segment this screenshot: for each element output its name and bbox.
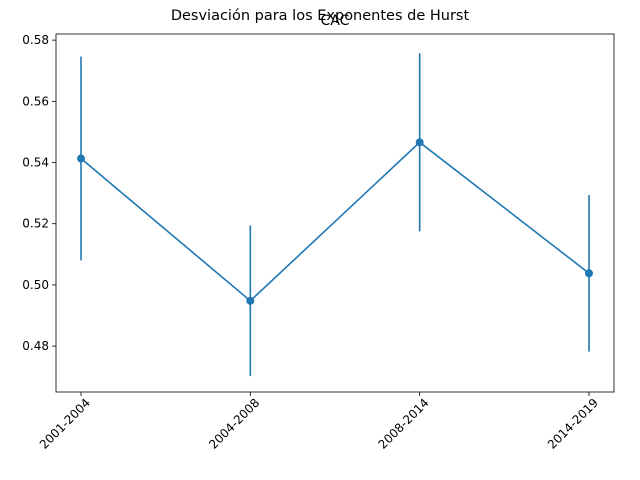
x-tick-label: 2014-2019: [545, 396, 601, 452]
figure-suptitle: Desviación para los Exponentes de Hurst: [170, 8, 470, 24]
x-tick-label: 2004-2008: [206, 396, 262, 452]
data-point: [246, 296, 255, 305]
y-tick-label: 0.48: [22, 339, 49, 353]
y-tick-label: 0.52: [22, 217, 49, 231]
data-point: [415, 138, 424, 147]
y-tick-label: 0.56: [22, 94, 49, 108]
y-tick-label: 0.54: [22, 156, 49, 170]
data-point: [77, 154, 85, 163]
x-tick-label: 2008-2014: [376, 396, 432, 452]
y-tick-label: 0.58: [22, 33, 49, 47]
series-line: [80, 141, 590, 302]
x-tick-label: 2001-2004: [37, 396, 93, 452]
data-point: [585, 269, 593, 278]
y-tick-label: 0.50: [22, 278, 49, 292]
plot-frame: [55, 33, 615, 393]
chart-title: CAC: [320, 13, 350, 29]
